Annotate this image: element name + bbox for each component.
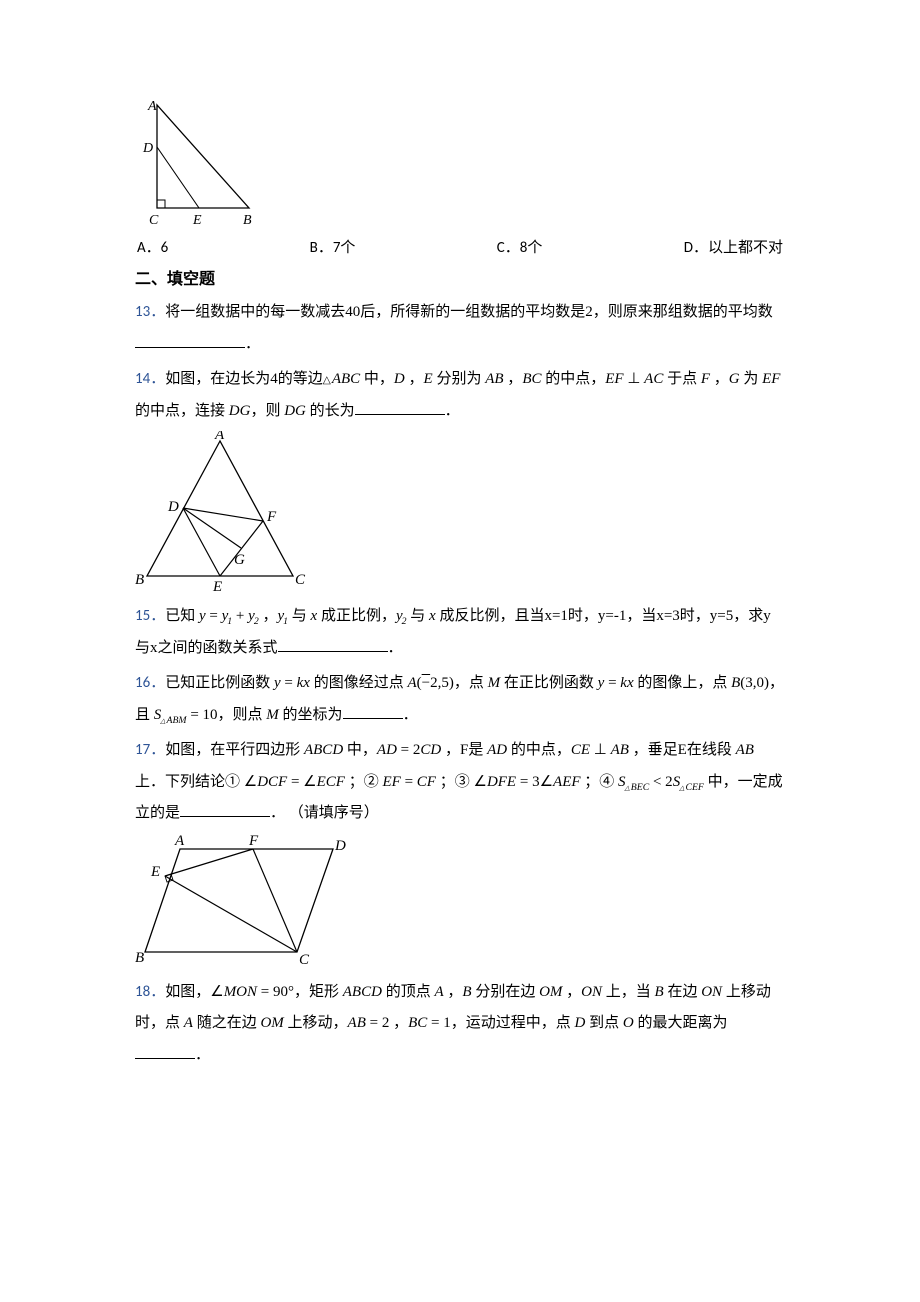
label-C: C <box>295 572 306 588</box>
label-D: D <box>167 499 179 515</box>
q13: 13．将一组数据中的每一数减去40后，所得新的一组数据的平均数是2，则原来那组数… <box>135 297 785 360</box>
label-A: A <box>147 100 157 114</box>
section-header: 二、填空题 <box>135 265 785 289</box>
label-A: A <box>214 431 225 443</box>
label-E: E <box>192 213 202 228</box>
q17-blank <box>180 801 270 817</box>
q13-blank <box>135 332 245 348</box>
triangle-acb-figure: A D C E B <box>135 100 265 228</box>
label-D: D <box>334 838 346 854</box>
q15-num: 15． <box>135 607 165 625</box>
q14-figure: A B C D E F G <box>135 431 785 593</box>
label-E: E <box>150 864 160 880</box>
label-C: C <box>149 213 159 228</box>
page: A D C E B A．6 B．7个 C．8个 D．以上都不对 二、填空题 13… <box>0 0 920 1115</box>
label-D: D <box>142 141 153 156</box>
label-E: E <box>212 579 222 593</box>
q18-num: 18． <box>135 983 165 1001</box>
q18-blank <box>135 1043 195 1059</box>
label-B: B <box>243 213 252 228</box>
q16-blank <box>343 703 403 719</box>
q13-text: 将一组数据中的每一数减去40后，所得新的一组数据的平均数是2，则原来那组数据的平… <box>165 304 773 320</box>
label-A: A <box>174 834 185 849</box>
q15: 15．已知 y = y1 + y2 ，y1 与 x 成正比例，y2 与 x 成反… <box>135 601 785 664</box>
option-C: C．8个 <box>497 236 543 257</box>
label-F: F <box>266 509 277 525</box>
label-B: B <box>135 950 144 966</box>
q17: 17．如图，在平行四边形 ABCD 中，AD = 2CD ，F是 AD 的中点，… <box>135 735 785 830</box>
q17-figure: A F D E B C <box>135 834 785 969</box>
q17-num: 17． <box>135 741 165 759</box>
label-C: C <box>299 952 310 968</box>
parallelogram-figure: A F D E B C <box>135 834 367 969</box>
q14-num: 14． <box>135 370 165 388</box>
q16: 16．已知正比例函数 y = kx 的图像经过点 A(−2,5)，点 M 在正比… <box>135 668 785 731</box>
q12-options: A．6 B．7个 C．8个 D．以上都不对 <box>135 236 785 257</box>
q18: 18．如图，∠MON = 90°，矩形 ABCD 的顶点 A ，B 分别在边 O… <box>135 977 785 1072</box>
option-A: A．6 <box>137 236 168 257</box>
q12-figure: A D C E B <box>135 100 785 228</box>
label-B: B <box>135 572 144 588</box>
q16-num: 16． <box>135 674 165 692</box>
option-B: B．7个 <box>310 236 356 257</box>
q13-num: 13． <box>135 303 165 321</box>
triangle-abc-figure: A B C D E F G <box>135 431 313 593</box>
q15-blank <box>278 636 388 652</box>
option-D: D．以上都不对 <box>684 236 783 257</box>
q14: 14．如图，在边长为4的等边△ABC 中，D ，E 分别为 AB ，BC 的中点… <box>135 364 785 427</box>
label-G: G <box>234 552 245 568</box>
label-F: F <box>248 834 259 849</box>
q14-blank <box>355 399 445 415</box>
